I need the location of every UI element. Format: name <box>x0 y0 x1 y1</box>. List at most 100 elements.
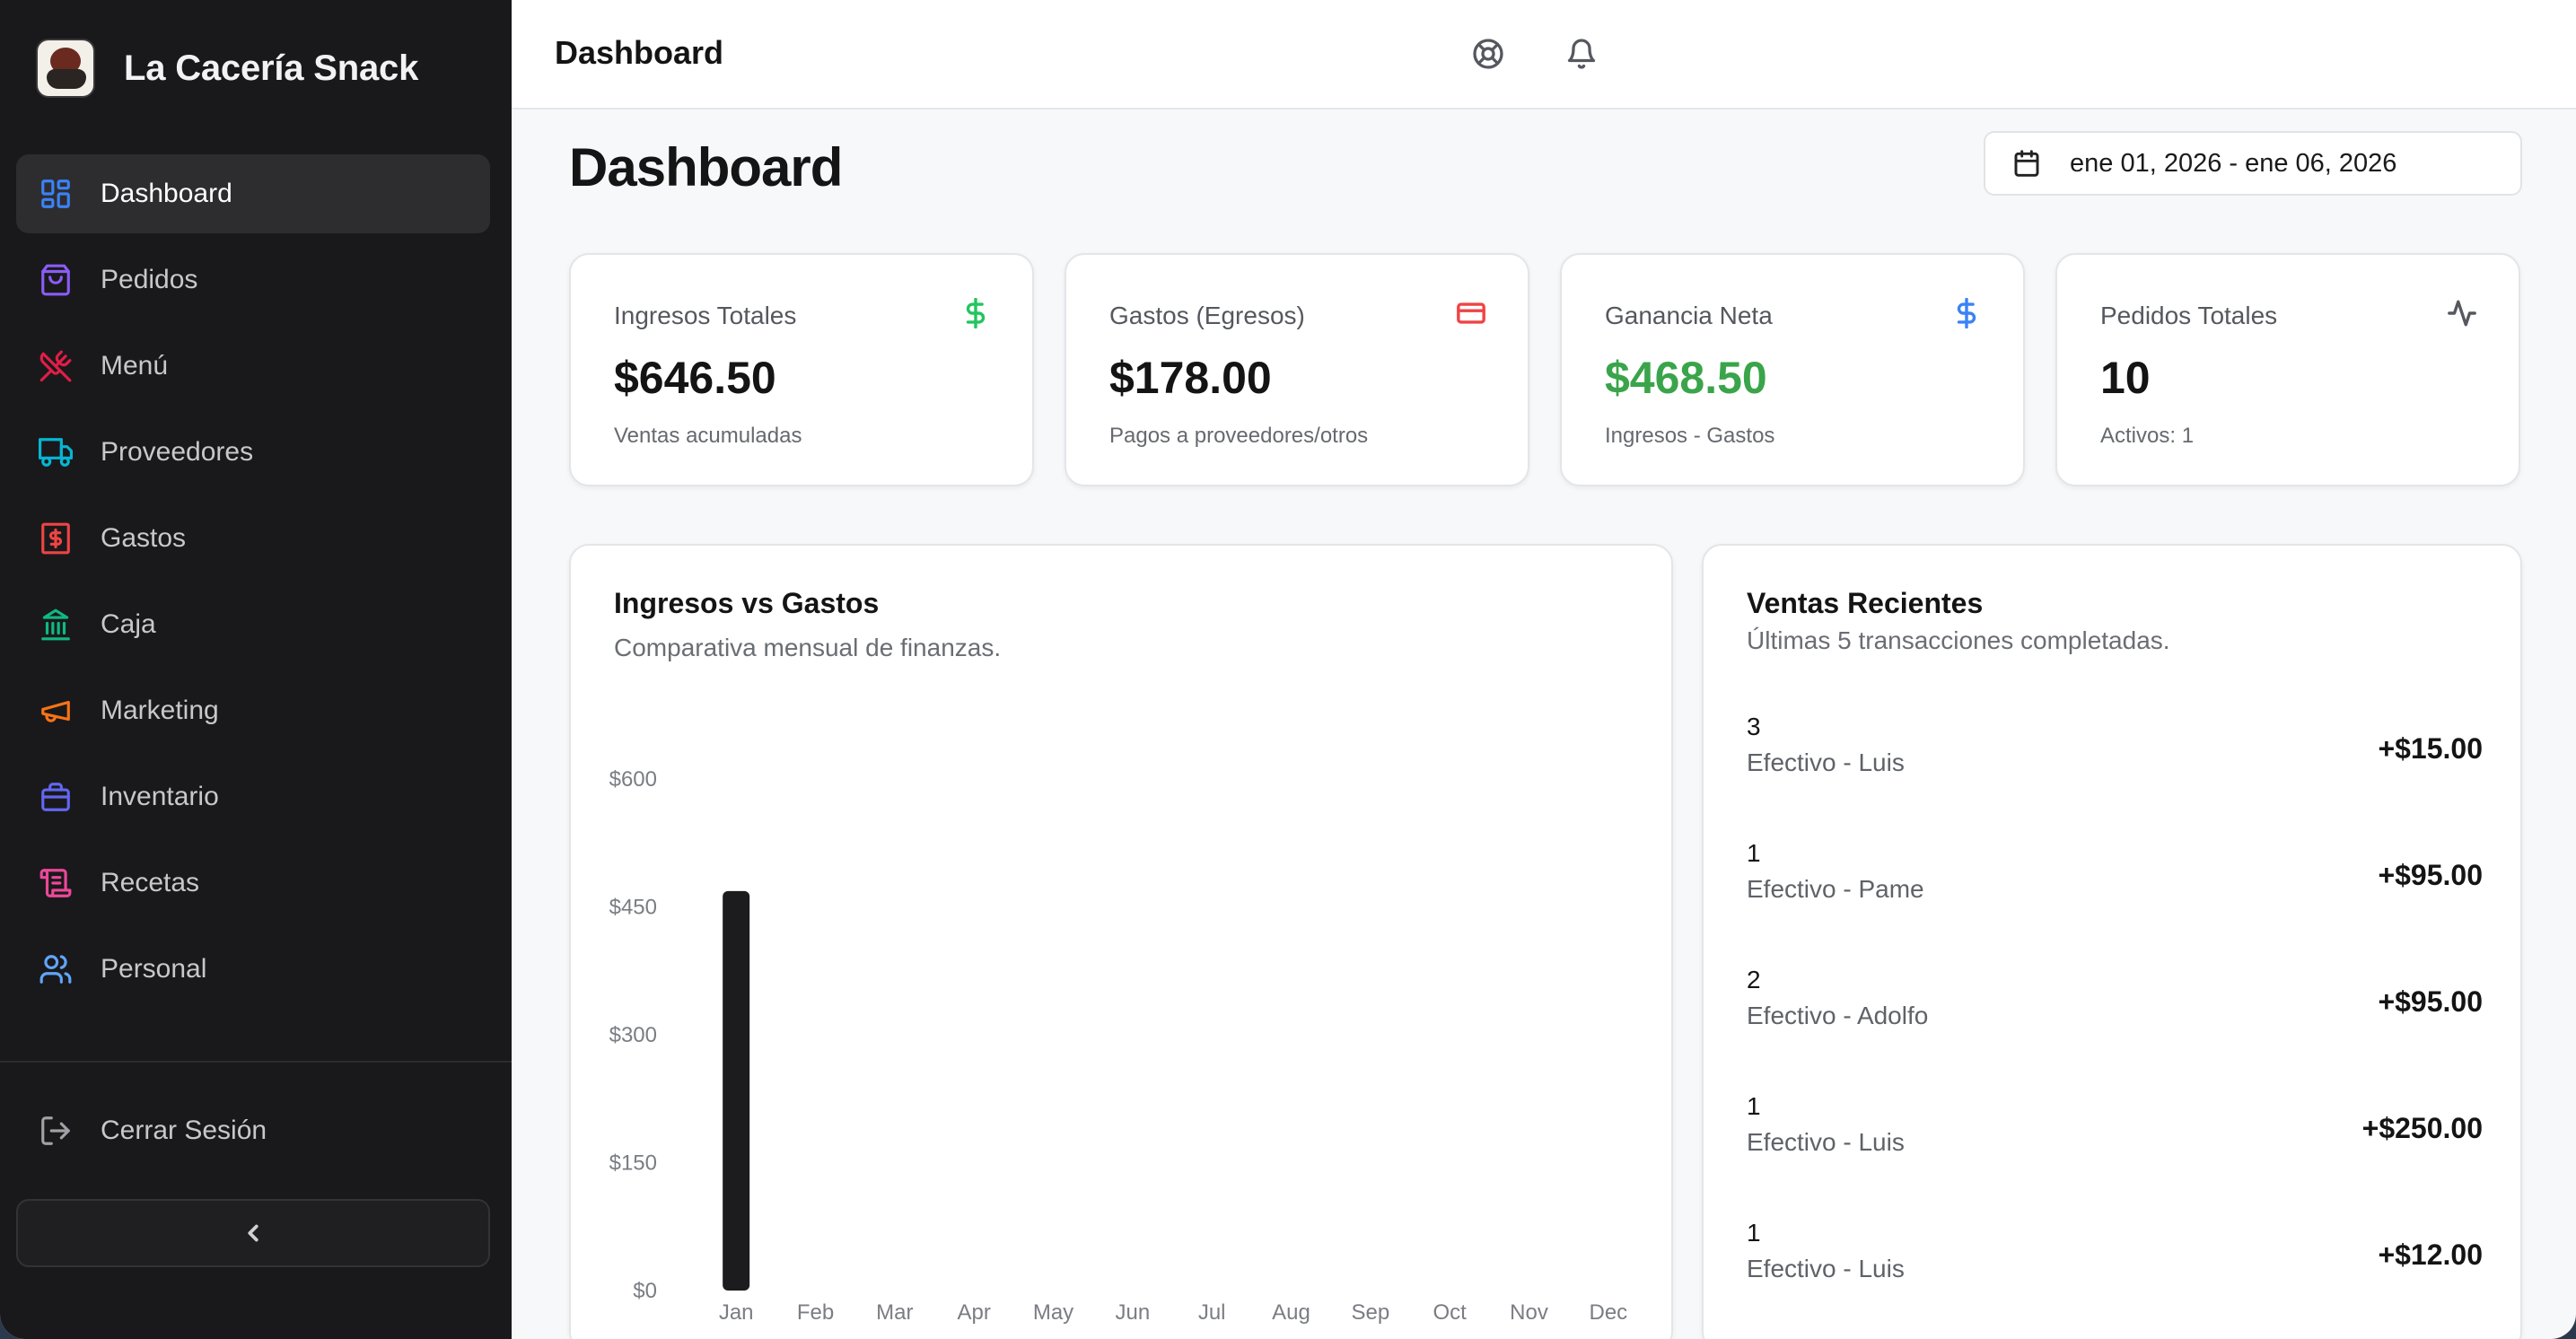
stat-value: $178.00 <box>1109 353 1272 403</box>
scroll-icon <box>38 865 74 901</box>
collapse-sidebar-button[interactable] <box>16 1199 490 1267</box>
x-tick-label: Jan <box>719 1300 754 1325</box>
x-tick-label: Dec <box>1589 1300 1627 1325</box>
sale-row: 1 Efectivo - Luis +$12.00 <box>1747 1219 2483 1317</box>
sale-quantity: 1 <box>1747 1092 1761 1120</box>
logout-label: Cerrar Sesión <box>101 1116 267 1145</box>
recent-sales-subtitle: Últimas 5 transacciones completadas. <box>1747 626 2170 654</box>
x-tick-label: Feb <box>797 1300 834 1325</box>
sidebar-item-recetas[interactable]: Recetas <box>16 844 490 923</box>
stat-subtext: Pagos a proveedores/otros <box>1109 424 1369 448</box>
stat-card-ganancia: Ganancia Neta $468.50 Ingresos - Gastos <box>1560 253 2025 486</box>
y-tick-label: $0 <box>633 1279 657 1303</box>
x-tick-label: Oct <box>1433 1300 1467 1325</box>
y-tick-label: $450 <box>609 896 657 920</box>
sale-amount: +$250.00 <box>2361 1112 2483 1144</box>
stat-label: Ganancia Neta <box>1605 302 1773 329</box>
stat-subtext: Activos: 1 <box>2100 424 2195 448</box>
x-tick-label: May <box>1033 1300 1073 1325</box>
recent-sales-panel: Ventas Recientes Últimas 5 transacciones… <box>1702 544 2522 1339</box>
stat-card-ingresos: Ingresos Totales $646.50 Ventas acumulad… <box>569 253 1034 486</box>
y-tick-label: $300 <box>609 1023 657 1047</box>
sidebar-item-inventario[interactable]: Inventario <box>16 757 490 836</box>
sale-row: 1 Efectivo - Pame +$95.00 <box>1747 839 2483 938</box>
sale-quantity: 3 <box>1747 713 1761 740</box>
help-button[interactable] <box>1468 34 1508 74</box>
stat-subtext: Ingresos - Gastos <box>1605 424 1775 448</box>
sidebar-item-menu[interactable]: Menú <box>16 327 490 406</box>
x-tick-label: Nov <box>1510 1300 1548 1325</box>
stat-card-gastos: Gastos (Egresos) $178.00 Pagos a proveed… <box>1065 253 1529 486</box>
landmark-icon <box>38 607 74 643</box>
sale-amount: +$15.00 <box>2378 732 2483 765</box>
bar-chart: $0 $150 $300 $450 $600 Jan Feb Mar Apr May Jun Jul A… <box>609 767 1628 1325</box>
credit-card-icon <box>1456 298 1488 330</box>
sidebar-item-personal[interactable]: Personal <box>16 930 490 1009</box>
sidebar-item-label: Menú <box>101 351 169 381</box>
stat-value: $646.50 <box>614 353 776 403</box>
sidebar-item-label: Dashboard <box>101 179 232 208</box>
brand-logo <box>36 39 95 98</box>
sidebar-divider <box>0 1061 512 1063</box>
header-title: Dashboard <box>555 34 724 71</box>
x-tick-label: Sep <box>1351 1300 1389 1325</box>
sidebar-item-label: Pedidos <box>101 265 198 294</box>
sidebar-item-label: Gastos <box>101 523 187 553</box>
package-icon <box>38 779 74 815</box>
stat-value: $468.50 <box>1605 353 1767 403</box>
sale-description: Efectivo - Adolfo <box>1747 1002 1929 1029</box>
sale-description: Efectivo - Luis <box>1747 748 1905 776</box>
calendar-icon <box>2014 150 2039 177</box>
y-tick-label: $150 <box>609 1151 657 1176</box>
log-out-icon <box>38 1113 74 1149</box>
recent-sales-title: Ventas Recientes <box>1747 587 1984 619</box>
x-tick-label: Apr <box>957 1300 990 1325</box>
page-title: Dashboard <box>569 137 843 197</box>
sidebar: La Cacería Snack Dashboard Pedidos Menú Pro… <box>0 0 512 1339</box>
y-tick-label: $600 <box>609 767 657 792</box>
sidebar-item-caja[interactable]: Caja <box>16 585 490 664</box>
sidebar-item-label: Caja <box>101 609 156 639</box>
x-tick-label: Aug <box>1272 1300 1310 1325</box>
stat-label: Gastos (Egresos) <box>1109 302 1305 329</box>
life-buoy-icon <box>1473 39 1503 69</box>
stat-subtext: Ventas acumuladas <box>614 424 802 448</box>
stat-label: Ingresos Totales <box>614 302 797 329</box>
sidebar-item-marketing[interactable]: Marketing <box>16 671 490 750</box>
sale-amount: +$12.00 <box>2378 1238 2483 1271</box>
sidebar-item-pedidos[interactable]: Pedidos <box>16 241 490 319</box>
main-content: Dashboard ene 01, 2026 - ene 06, 2026 In… <box>512 111 2576 1339</box>
chevron-left-icon <box>248 1224 258 1242</box>
shopping-bag-icon <box>38 262 74 298</box>
activity-icon <box>2447 298 2479 330</box>
bell-icon <box>1567 39 1596 69</box>
chart-title: Ingresos vs Gastos <box>614 587 880 619</box>
sidebar-item-label: Inventario <box>101 782 219 811</box>
chart-subtitle: Comparativa mensual de finanzas. <box>614 634 1002 661</box>
sidebar-item-proveedores[interactable]: Proveedores <box>16 413 490 492</box>
utensils-crossed-icon <box>38 348 74 384</box>
sale-description: Efectivo - Pame <box>1747 875 1924 903</box>
sale-row: 2 Efectivo - Adolfo +$95.00 <box>1747 966 2483 1064</box>
sidebar-item-label: Personal <box>101 954 207 984</box>
sidebar-item-dashboard[interactable]: Dashboard <box>16 154 490 233</box>
users-icon <box>38 951 74 987</box>
dollar-icon <box>1951 297 1984 330</box>
chart-panel: Ingresos vs Gastos Comparativa mensual d… <box>569 544 1673 1339</box>
sidebar-item-label: Marketing <box>101 696 219 725</box>
dollar-icon <box>960 297 993 330</box>
notifications-button[interactable] <box>1562 34 1601 74</box>
bar-jan[interactable] <box>723 890 750 1291</box>
truck-icon <box>38 434 74 470</box>
sidebar-item-gastos[interactable]: Gastos <box>16 499 490 578</box>
sale-description: Efectivo - Luis <box>1747 1255 1905 1282</box>
sale-row: 3 Efectivo - Luis +$15.00 <box>1747 713 2483 811</box>
logout-button[interactable]: Cerrar Sesión <box>16 1091 490 1170</box>
top-header: Dashboard <box>512 0 2576 109</box>
brand[interactable]: La Cacería Snack <box>36 38 418 99</box>
date-range-picker[interactable]: ene 01, 2026 - ene 06, 2026 <box>1984 131 2522 196</box>
brand-name: La Cacería Snack <box>124 48 419 88</box>
sale-quantity: 1 <box>1747 1219 1761 1247</box>
stat-card-pedidos: Pedidos Totales 10 Activos: 1 <box>2055 253 2520 486</box>
